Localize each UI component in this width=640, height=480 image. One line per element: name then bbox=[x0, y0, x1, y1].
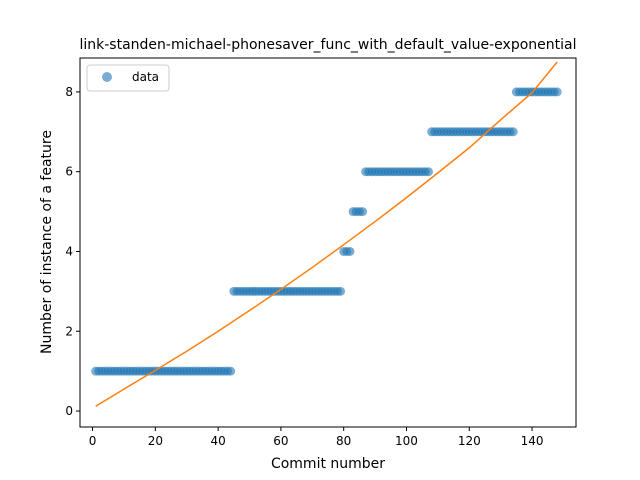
x-tick-label: 20 bbox=[148, 434, 163, 448]
x-tick-label: 140 bbox=[521, 434, 544, 448]
y-axis-label: Number of instance of a feature bbox=[39, 130, 55, 354]
x-tick-label: 40 bbox=[210, 434, 225, 448]
x-tick-label: 60 bbox=[273, 434, 288, 448]
y-tick-label: 4 bbox=[65, 244, 73, 258]
x-tick-label: 100 bbox=[395, 434, 418, 448]
y-tick-label: 0 bbox=[65, 404, 73, 418]
x-tick-label: 0 bbox=[89, 434, 97, 448]
data-point bbox=[553, 87, 562, 96]
data-point bbox=[509, 127, 518, 136]
data-point bbox=[358, 207, 367, 216]
y-tick-label: 2 bbox=[65, 324, 73, 338]
legend-marker-data bbox=[102, 72, 112, 82]
data-point bbox=[424, 167, 433, 176]
y-tick-label: 8 bbox=[65, 85, 73, 99]
x-tick-label: 120 bbox=[458, 434, 481, 448]
chart-title: link-standen-michael-phonesaver_func_wit… bbox=[80, 37, 577, 53]
x-axis-label: Commit number bbox=[271, 456, 385, 472]
x-tick-label: 80 bbox=[336, 434, 351, 448]
y-tick-label: 6 bbox=[65, 165, 73, 179]
legend: data bbox=[87, 65, 169, 91]
data-point bbox=[226, 367, 235, 376]
data-point bbox=[336, 287, 345, 296]
legend-label-data: data bbox=[132, 70, 159, 84]
data-point bbox=[345, 247, 354, 256]
